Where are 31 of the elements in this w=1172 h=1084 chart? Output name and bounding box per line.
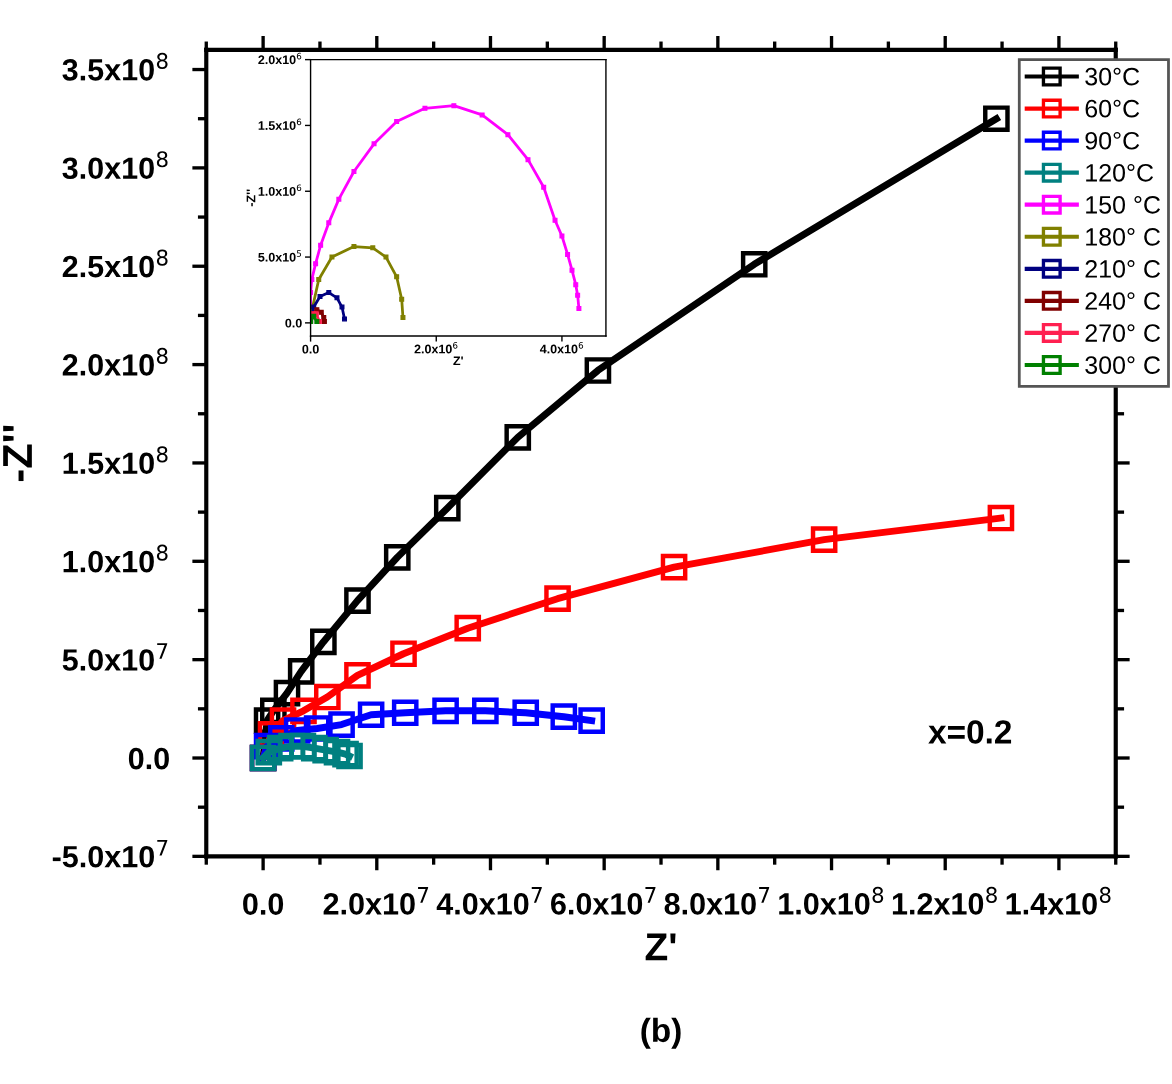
x-tick-label: 4.0x10$^{7}$ [436,887,542,915]
text: (b) [641,1017,681,1049]
legend-label: 270° C [1085,324,1161,342]
x-tick-label: 2.0x10$^{7}$ [323,887,429,915]
y-tick-label: 3.5x10$^{8}$ [62,52,168,81]
annotation: x=0.2 [928,720,1012,744]
x-axis-title: Z' [645,933,676,961]
y-tick-label: 0.0 [128,747,169,770]
legend-label: 180° C [1086,228,1161,246]
legend-label: 60°C [1085,99,1140,118]
x-tick-label: 1.0x10$^{8}$ [779,886,884,915]
x-tick-label: 1.4x10$^{8}$ [1006,886,1111,915]
y-tick-label: -5.0x10$^{7}$ [52,839,168,868]
x-tick-label: 6.0x10$^{7}$ [551,887,656,915]
legend-label: 300° C [1085,356,1161,374]
legend-label: 120°C [1086,163,1154,182]
legend-label: 30°C [1085,67,1140,86]
y-tick-label: 3.0x10$^{8}$ [62,151,168,180]
y-tick-label: 1.5x10$^{8}$ [63,446,168,475]
y-tick-label: 2.0x10$^{8}$ [62,347,168,376]
y-tick-label: 5.0x10$^{7}$ [62,643,168,671]
y-tick-label: 2.5x10$^{8}$ [62,249,168,278]
y-tick-label: 1.0x10$^{8}$ [63,544,168,573]
legend-label: 90°C [1085,131,1140,150]
legend-label: 150 °C [1086,196,1161,214]
legend-label: 210° C [1085,260,1161,278]
x-tick-label: 0.0 [243,893,284,915]
x-tick-label: 1.2x10$^{8}$ [892,886,997,915]
x-tick-label: 8.0x10$^{7}$ [664,887,770,915]
y-axis-title: -Z'' [3,425,32,482]
legend-label: 240° C [1085,292,1161,310]
